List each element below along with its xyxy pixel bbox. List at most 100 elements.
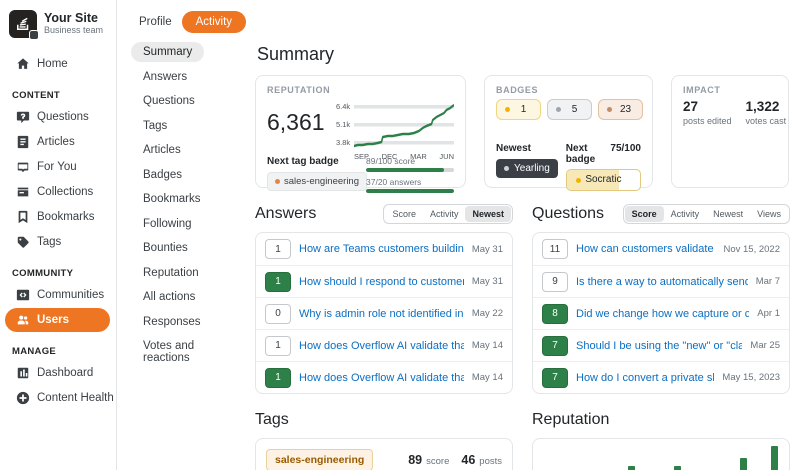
question-date: Mar 25 [750,340,780,351]
badges-card-label: BADGES [496,85,539,95]
gold-badge-dot-icon [505,107,510,112]
answers-filter-control: Score Activity Newest [383,204,513,224]
sidebar-item-content-health[interactable]: Content Health [5,386,114,410]
question-row[interactable]: 8 Did we change how we capture or calcu-… [533,297,789,329]
site-subtitle: Business team [44,25,104,36]
subnav-tags[interactable]: Tags [143,119,168,132]
answer-title-link[interactable]: How should I respond to customer re-... [299,275,464,288]
question-title-link[interactable]: Did we change how we capture or calcu-..… [576,307,749,320]
tag-posts-value: 46 [461,453,476,467]
reputation-bar-chart [533,439,789,470]
question-score: 9 [542,271,568,292]
question-score: 11 [542,239,568,259]
reputation-bar [740,458,747,470]
subnav-all-actions[interactable]: All actions [143,291,196,303]
question-title-link[interactable]: Should I be using the "new" or "classic"… [576,339,742,352]
subnav-summary[interactable]: Summary [131,42,205,62]
answer-score: 0 [265,303,291,324]
activity-subnav: Summary Answers Questions Tags Articles … [117,38,255,470]
questions-filter-score[interactable]: Score [624,206,664,222]
home-icon [17,58,29,69]
bronze-badges-pill[interactable]: 23 [598,99,643,120]
answers-filter-activity[interactable]: Activity [429,209,459,219]
gold-badges-pill[interactable]: 1 [496,99,541,120]
answer-score-accepted: 1 [265,367,291,388]
sidebar-item-users[interactable]: Users [5,308,110,332]
question-bubble-icon [16,111,30,124]
reputation-card: REPUTATION 6,361 6.4k 5.1k 3.8k [255,75,466,193]
questions-filter-newest[interactable]: Newest [713,209,744,219]
question-row[interactable]: 11 How can customers validate know... No… [533,233,789,265]
summary-cards: REPUTATION 6,361 6.4k 5.1k 3.8k [255,75,791,193]
tab-profile[interactable]: Profile [139,16,172,28]
sidebar-item-for-you[interactable]: For You [5,155,110,179]
question-title-link[interactable]: Is there a way to automatically send an.… [576,275,748,288]
inbox-icon [17,162,29,173]
newest-badge-chip[interactable]: Yearling [496,159,558,178]
question-date: Nov 15, 2022 [723,243,780,255]
tag-icon [17,236,29,248]
article-icon [17,135,29,149]
subnav-following[interactable]: Following [143,217,192,230]
sidebar-section-community: COMMUNITY [12,268,74,279]
answer-row[interactable]: 1 How are Teams customers building and..… [256,233,512,265]
subnav-bounties[interactable]: Bounties [143,242,188,254]
questions-filter-control: Score Activity Newest Views [622,204,790,224]
tag-row[interactable]: sales-engineering 89 score 46 posts [256,439,512,470]
sidebar-item-communities[interactable]: Communities [5,283,110,307]
subnav-responses[interactable]: Responses [143,315,201,328]
questions-filter-activity[interactable]: Activity [670,209,700,219]
reputation-section: Reputation +30 Can I deploy the VS Code … [532,409,790,470]
subnav-bookmarks[interactable]: Bookmarks [143,193,201,205]
newest-badge-label: Newest [496,143,532,154]
next-badge-dot-icon [575,178,581,183]
subnav-questions[interactable]: Questions [143,95,195,107]
subnav-reputation[interactable]: Reputation [143,266,199,279]
answer-row[interactable]: 1 How does Overflow AI validate that a r… [256,329,512,361]
question-row[interactable]: 9 Is there a way to automatically send a… [533,265,789,297]
question-row[interactable]: 7 Should I be using the "new" or "classi… [533,329,789,361]
subnav-votes-reactions[interactable]: Votes and reactions [143,340,195,364]
main-content: Summary REPUTATION 6,361 6.4k 5.1k 3.8k [255,38,791,470]
sidebar-item-home[interactable]: Home [5,52,110,76]
sidebar-item-dashboard[interactable]: Dashboard [5,361,110,385]
question-title-link[interactable]: How do I convert a private slack... [576,371,715,384]
sidebar-item-bookmarks[interactable]: Bookmarks [5,205,110,229]
sidebar-item-questions[interactable]: Questions [5,105,110,129]
question-row[interactable]: 7 How do I convert a private slack... Ma… [533,361,789,393]
answer-row[interactable]: 0 Why is admin role not identified in AP… [256,297,512,329]
site-brand[interactable]: Your Site Business team [0,10,116,44]
next-badge-progress-pill[interactable]: Socratic [565,169,641,191]
sidebar-item-tags[interactable]: Tags [5,230,110,254]
silver-badges-pill[interactable]: 5 [547,99,592,120]
answer-title-link[interactable]: Why is admin role not identified in API.… [299,307,464,320]
tab-activity[interactable]: Activity [181,11,247,33]
answer-title-link[interactable]: How does Overflow AI validate that a r..… [299,371,464,384]
sidebar-item-collections[interactable]: Collections [5,180,110,204]
next-badge-progress-value: 75/100 [610,143,641,154]
answer-row[interactable]: 1 How does Overflow AI validate that a r… [256,361,512,393]
answers-filter-score[interactable]: Score [392,209,416,219]
question-title-link[interactable]: How can customers validate know... [576,243,715,255]
tag-score-progress-bar [366,168,454,172]
question-date: May 15, 2023 [722,372,780,383]
answer-title-link[interactable]: How does Overflow AI validate that a r..… [299,339,464,352]
page-title: Summary [257,44,335,64]
sidebar-item-articles[interactable]: Articles [5,130,110,154]
questions-filter-views[interactable]: Views [757,209,781,219]
tag-chip[interactable]: sales-engineering [266,449,374,470]
subnav-badges[interactable]: Badges [143,168,183,181]
answer-date: May 31 [471,276,503,287]
answer-row[interactable]: 1 How should I respond to customer re-..… [256,265,512,297]
next-tag-badge-chip[interactable]: sales-engineering [267,172,367,191]
impact-votes-cast: 1,322 votes cast [745,99,787,126]
subnav-answers[interactable]: Answers [143,70,188,83]
answer-date: May 14 [471,340,503,351]
subnav-articles[interactable]: Articles [143,144,181,156]
answers-filter-newest[interactable]: Newest [465,206,511,222]
answers-title: Answers [255,205,317,222]
answer-title-link[interactable]: How are Teams customers building and... [299,243,464,255]
answer-score: 1 [265,335,291,356]
reputation-bar [674,466,681,470]
reputation-bar [628,466,635,470]
